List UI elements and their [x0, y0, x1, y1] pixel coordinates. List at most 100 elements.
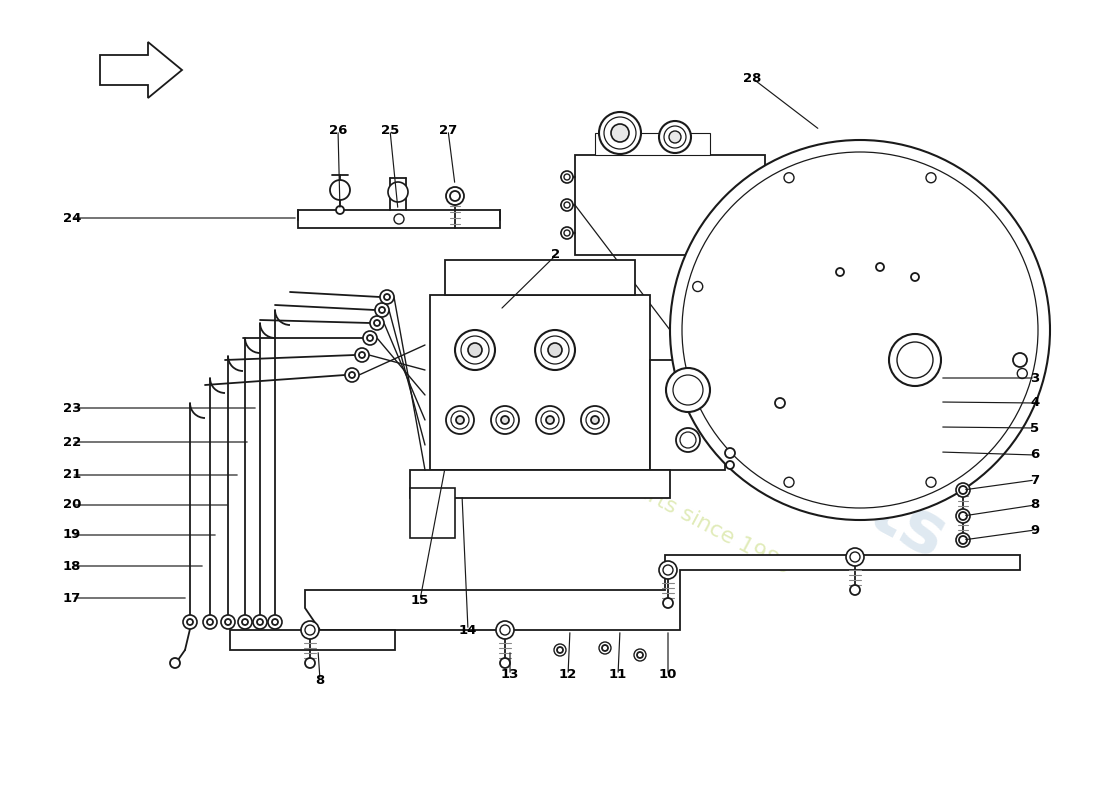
Circle shape — [850, 585, 860, 595]
Circle shape — [561, 199, 573, 211]
Circle shape — [253, 615, 267, 629]
Circle shape — [776, 398, 785, 408]
Circle shape — [536, 406, 564, 434]
Polygon shape — [100, 42, 182, 98]
Circle shape — [446, 187, 464, 205]
Circle shape — [456, 416, 464, 424]
Circle shape — [959, 536, 967, 544]
Text: 7: 7 — [1031, 474, 1040, 486]
Circle shape — [564, 202, 570, 208]
Circle shape — [226, 619, 231, 625]
Circle shape — [394, 214, 404, 224]
Circle shape — [170, 658, 180, 668]
Text: 22: 22 — [63, 435, 81, 449]
Circle shape — [242, 619, 248, 625]
Bar — [595, 133, 710, 155]
Circle shape — [602, 645, 608, 651]
Circle shape — [564, 230, 570, 236]
Circle shape — [659, 121, 691, 153]
Circle shape — [591, 416, 600, 424]
Circle shape — [388, 182, 408, 202]
Text: 4: 4 — [1031, 397, 1040, 410]
Circle shape — [268, 615, 282, 629]
Circle shape — [336, 206, 344, 214]
Circle shape — [586, 411, 604, 429]
Text: 18: 18 — [63, 559, 81, 573]
Circle shape — [384, 294, 390, 300]
Text: 24: 24 — [63, 211, 81, 225]
Circle shape — [956, 509, 970, 523]
Circle shape — [669, 131, 681, 143]
Circle shape — [204, 615, 217, 629]
Circle shape — [455, 330, 495, 370]
Text: 27: 27 — [439, 123, 458, 137]
Circle shape — [379, 307, 385, 313]
Text: 13: 13 — [500, 669, 519, 682]
Circle shape — [680, 432, 696, 448]
Circle shape — [610, 124, 629, 142]
Text: 17: 17 — [63, 591, 81, 605]
Circle shape — [500, 625, 510, 635]
Circle shape — [926, 478, 936, 487]
Text: 25: 25 — [381, 123, 399, 137]
Circle shape — [187, 619, 192, 625]
Circle shape — [850, 552, 860, 562]
Circle shape — [604, 117, 636, 149]
Circle shape — [541, 411, 559, 429]
Text: 14: 14 — [459, 623, 477, 637]
Circle shape — [1018, 369, 1027, 378]
Polygon shape — [298, 210, 500, 228]
Bar — [446, 260, 635, 295]
Circle shape — [541, 336, 569, 364]
Circle shape — [183, 615, 197, 629]
Bar — [650, 360, 725, 470]
Circle shape — [355, 348, 368, 362]
Circle shape — [676, 428, 700, 452]
Circle shape — [349, 372, 355, 378]
Text: 20: 20 — [63, 498, 81, 511]
Text: 23: 23 — [63, 402, 81, 414]
Circle shape — [301, 621, 319, 639]
Circle shape — [548, 343, 562, 357]
Circle shape — [450, 191, 460, 201]
Circle shape — [305, 625, 315, 635]
Circle shape — [451, 411, 469, 429]
Circle shape — [956, 533, 970, 547]
Circle shape — [500, 658, 510, 668]
Circle shape — [305, 658, 315, 668]
Circle shape — [375, 303, 389, 317]
Circle shape — [446, 406, 474, 434]
Circle shape — [664, 126, 686, 148]
Text: 15: 15 — [411, 594, 429, 606]
Circle shape — [637, 652, 644, 658]
Circle shape — [257, 619, 263, 625]
Circle shape — [911, 273, 918, 281]
Circle shape — [374, 320, 379, 326]
Text: 12: 12 — [559, 669, 578, 682]
Text: 8: 8 — [1031, 498, 1040, 511]
Circle shape — [345, 368, 359, 382]
Circle shape — [784, 173, 794, 182]
Circle shape — [535, 330, 575, 370]
Circle shape — [496, 411, 514, 429]
Circle shape — [561, 227, 573, 239]
Polygon shape — [230, 630, 395, 650]
Circle shape — [461, 336, 490, 364]
Text: 10: 10 — [659, 669, 678, 682]
Circle shape — [659, 561, 676, 579]
Circle shape — [496, 621, 514, 639]
Circle shape — [956, 483, 970, 497]
Circle shape — [330, 180, 350, 200]
Circle shape — [896, 342, 933, 378]
Circle shape — [272, 619, 278, 625]
Circle shape — [959, 486, 967, 494]
Text: 28: 28 — [742, 71, 761, 85]
Circle shape — [693, 282, 703, 291]
Circle shape — [663, 598, 673, 608]
Text: a passion for parts since 1985: a passion for parts since 1985 — [486, 402, 793, 578]
Circle shape — [561, 171, 573, 183]
Circle shape — [546, 416, 554, 424]
Circle shape — [784, 478, 794, 487]
Circle shape — [600, 112, 641, 154]
Text: 2: 2 — [551, 249, 561, 262]
